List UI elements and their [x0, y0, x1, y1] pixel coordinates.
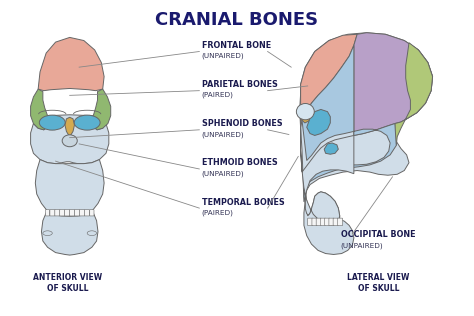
- Text: LATERAL VIEW
OF SKULL: LATERAL VIEW OF SKULL: [347, 273, 410, 293]
- Ellipse shape: [87, 231, 97, 235]
- Polygon shape: [300, 33, 433, 202]
- Ellipse shape: [39, 115, 65, 130]
- Polygon shape: [301, 116, 310, 123]
- Ellipse shape: [74, 115, 100, 130]
- Polygon shape: [324, 143, 338, 154]
- FancyBboxPatch shape: [50, 210, 55, 216]
- Polygon shape: [395, 43, 433, 145]
- Polygon shape: [304, 192, 354, 254]
- Polygon shape: [36, 160, 104, 215]
- Text: (PAIRED): (PAIRED): [201, 92, 234, 99]
- Polygon shape: [307, 109, 330, 136]
- Text: FRONTAL BONE: FRONTAL BONE: [201, 41, 271, 50]
- Text: PARIETAL BONES: PARIETAL BONES: [201, 80, 278, 89]
- Text: (PAIRED): (PAIRED): [201, 210, 234, 216]
- FancyBboxPatch shape: [316, 218, 321, 226]
- Ellipse shape: [296, 104, 314, 120]
- Polygon shape: [301, 128, 354, 225]
- FancyBboxPatch shape: [325, 218, 330, 226]
- Polygon shape: [31, 115, 109, 164]
- FancyBboxPatch shape: [312, 218, 317, 226]
- Polygon shape: [302, 45, 396, 204]
- FancyBboxPatch shape: [337, 218, 343, 226]
- FancyBboxPatch shape: [74, 210, 80, 216]
- FancyBboxPatch shape: [90, 210, 94, 216]
- Text: (UNPAIRED): (UNPAIRED): [201, 131, 244, 138]
- FancyBboxPatch shape: [329, 218, 334, 226]
- Polygon shape: [354, 33, 433, 136]
- FancyBboxPatch shape: [64, 210, 70, 216]
- Text: CRANIAL BONES: CRANIAL BONES: [155, 11, 319, 29]
- Polygon shape: [65, 117, 74, 136]
- Text: (UNPAIRED): (UNPAIRED): [341, 242, 383, 249]
- FancyBboxPatch shape: [46, 210, 50, 216]
- FancyBboxPatch shape: [60, 210, 65, 216]
- Ellipse shape: [43, 231, 52, 235]
- Polygon shape: [301, 34, 357, 128]
- FancyBboxPatch shape: [333, 218, 338, 226]
- Text: OCCIPITAL BONE: OCCIPITAL BONE: [341, 230, 415, 240]
- Polygon shape: [41, 213, 98, 255]
- Text: (UNPAIRED): (UNPAIRED): [201, 170, 244, 177]
- Polygon shape: [38, 37, 104, 91]
- Ellipse shape: [62, 135, 77, 147]
- FancyBboxPatch shape: [308, 218, 313, 226]
- Text: ANTERIOR VIEW
OF SKULL: ANTERIOR VIEW OF SKULL: [33, 273, 102, 293]
- Text: ETHMOID BONES: ETHMOID BONES: [201, 158, 277, 167]
- Text: SPHENOID BONES: SPHENOID BONES: [201, 119, 283, 128]
- FancyBboxPatch shape: [84, 210, 90, 216]
- Text: TEMPORAL BONES: TEMPORAL BONES: [201, 198, 284, 207]
- FancyBboxPatch shape: [80, 210, 85, 216]
- FancyBboxPatch shape: [55, 210, 60, 216]
- Polygon shape: [93, 89, 111, 130]
- Polygon shape: [31, 89, 47, 130]
- FancyBboxPatch shape: [70, 210, 75, 216]
- FancyBboxPatch shape: [320, 218, 326, 226]
- Text: (UNPAIRED): (UNPAIRED): [201, 53, 244, 59]
